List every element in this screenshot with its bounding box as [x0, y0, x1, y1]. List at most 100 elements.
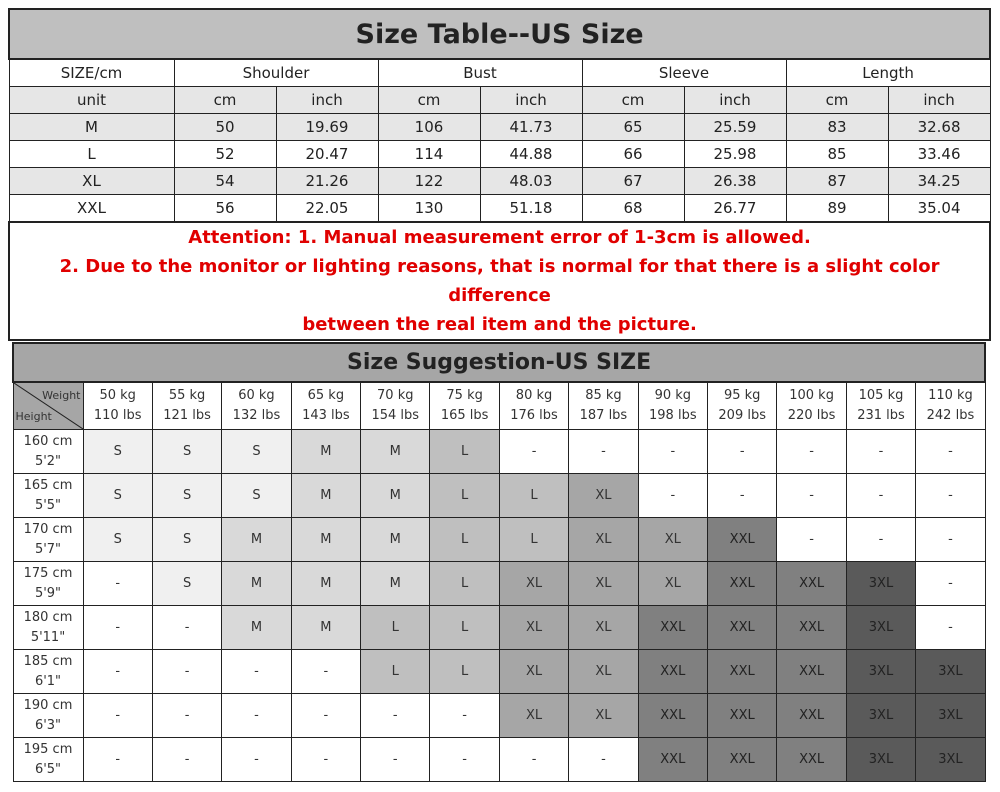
- suggestion-row: 160 cm 5'2" S S S M M L - - - - - - -: [12, 429, 986, 474]
- size-cell: -: [221, 649, 292, 694]
- size-cell: -: [82, 693, 153, 738]
- measurement-cell: 48.03: [479, 167, 583, 195]
- size-cell: XXL: [707, 737, 778, 782]
- size-cell: -: [776, 473, 847, 518]
- measurement-cell: 106: [377, 113, 481, 141]
- measurement-cell: 35.04: [887, 194, 991, 223]
- size-cell: XXL: [707, 517, 778, 562]
- size-cell: XL: [498, 649, 570, 694]
- weight-header: 110 kg 242 lbs: [915, 381, 986, 430]
- measurement-cell: 85: [785, 140, 889, 168]
- size-cell: 3XL: [915, 737, 986, 782]
- measurement-cell: 26.38: [683, 167, 787, 195]
- size-cell: -: [82, 737, 153, 782]
- table-row: L 52 20.47 114 44.88 66 25.98 85 33.46: [8, 140, 991, 168]
- size-cell: M: [221, 605, 292, 650]
- weight-header: 60 kg 132 lbs: [221, 381, 292, 430]
- weight-value: 132 lbs: [232, 408, 281, 423]
- weight-value: 242 lbs: [926, 408, 975, 423]
- height-value: 170 cm: [23, 521, 73, 537]
- unit-header: unit: [8, 86, 175, 114]
- size-cell: XXL: [637, 649, 709, 694]
- size-cell: -: [360, 693, 431, 738]
- height-value: 6'1": [34, 673, 62, 689]
- size-cell: M: [360, 561, 431, 606]
- size-cell: XL: [568, 561, 639, 606]
- table-row: XL 54 21.26 122 48.03 67 26.38 87 34.25: [8, 167, 991, 195]
- size-cell: -: [290, 693, 362, 738]
- weight-value: 121 lbs: [163, 408, 211, 423]
- size-cell: 3XL: [915, 649, 986, 694]
- weight-header: 100 kg 220 lbs: [776, 381, 847, 430]
- height-header: 170 cm 5'7": [12, 517, 84, 562]
- size-cell: S: [151, 473, 223, 518]
- height-value: 6'5": [34, 761, 62, 777]
- size-cell: S: [82, 429, 153, 474]
- column-header: Bust: [377, 58, 583, 87]
- weight-value: 65 kg: [307, 388, 345, 403]
- size-cell: -: [498, 737, 570, 782]
- height-value: 5'5": [34, 497, 62, 513]
- size-cell: -: [151, 693, 223, 738]
- column-header: Shoulder: [173, 58, 379, 87]
- size-cell: S: [82, 517, 153, 562]
- weight-header: 95 kg 209 lbs: [707, 381, 778, 430]
- size-cell: M: [221, 517, 292, 562]
- column-header: Sleeve: [581, 58, 787, 87]
- size-cell: XXL: [776, 605, 847, 650]
- suggestion-row: 195 cm 6'5" - - - - - - - - XXL XXL XXL 3XL 3XL: [12, 737, 986, 782]
- size-cell: L: [429, 473, 500, 518]
- measurement-cell: 33.46: [887, 140, 991, 168]
- size-cell: L: [429, 517, 500, 562]
- weight-value: 85 kg: [585, 388, 622, 403]
- weight-value: 165 lbs: [440, 408, 489, 423]
- weight-header: 85 kg 187 lbs: [568, 381, 639, 430]
- size-cell: -: [776, 517, 847, 562]
- measurement-cell: 22.05: [275, 194, 379, 223]
- height-header: 190 cm 6'3": [12, 693, 84, 738]
- column-header: SIZE/cm: [8, 58, 175, 87]
- height-value: 5'9": [34, 585, 62, 601]
- weight-header: 105 kg 231 lbs: [845, 381, 917, 430]
- unit-header: inch: [887, 86, 991, 114]
- measurement-cell: 19.69: [275, 113, 379, 141]
- weight-header: 75 kg 165 lbs: [429, 381, 500, 430]
- size-cell: -: [360, 737, 431, 782]
- weight-value: 50 kg: [99, 388, 136, 403]
- suggestion-row: 165 cm 5'5" S S S M M L L XL - - - - -: [12, 473, 986, 518]
- table-row: XXL 56 22.05 130 51.18 68 26.77 89 35.04: [8, 194, 991, 223]
- size-cell: M: [360, 429, 431, 474]
- measurement-cell: 52: [173, 140, 277, 168]
- measurement-cell: 41.73: [479, 113, 583, 141]
- size-cell: XXL: [707, 561, 778, 606]
- size-cell: S: [221, 473, 292, 518]
- size-cell: -: [845, 473, 917, 518]
- suggestion-title: Size Suggestion-US SIZE: [11, 342, 987, 383]
- unit-header: cm: [173, 86, 277, 114]
- size-cell: -: [82, 649, 153, 694]
- suggestion-row: 170 cm 5'7" S S M M M L L XL XL XXL - - -: [12, 517, 986, 562]
- size-cell: L: [429, 605, 500, 650]
- size-cell: -: [290, 649, 362, 694]
- size-cell: -: [151, 649, 223, 694]
- height-value: 175 cm: [23, 565, 73, 581]
- unit-header: cm: [581, 86, 685, 114]
- height-header: 165 cm 5'5": [12, 473, 84, 518]
- size-cell: M: [360, 517, 431, 562]
- attention-line-1: Attention: 1. Manual measurement error o…: [188, 227, 811, 248]
- size-cell: L: [498, 473, 570, 518]
- unit-header: inch: [479, 86, 583, 114]
- attention-line-3: between the real item and the picture.: [302, 314, 697, 335]
- size-cell: 3XL: [845, 605, 917, 650]
- size-cell: XL: [568, 649, 639, 694]
- size-cell: XL: [498, 605, 570, 650]
- height-value: 5'11": [30, 629, 66, 645]
- measurement-cell: 67: [581, 167, 685, 195]
- suggestion-row: 175 cm 5'9" - S M M M L XL XL XL XXL XXL 3XL -: [12, 561, 986, 606]
- size-cell: 3XL: [915, 693, 986, 738]
- weight-value: 105 kg: [858, 388, 904, 403]
- attention-note: Attention: 1. Manual measurement error o…: [7, 221, 992, 341]
- weight-header: 65 kg 143 lbs: [290, 381, 362, 430]
- size-cell: -: [82, 605, 153, 650]
- measurement-cell: 130: [377, 194, 481, 223]
